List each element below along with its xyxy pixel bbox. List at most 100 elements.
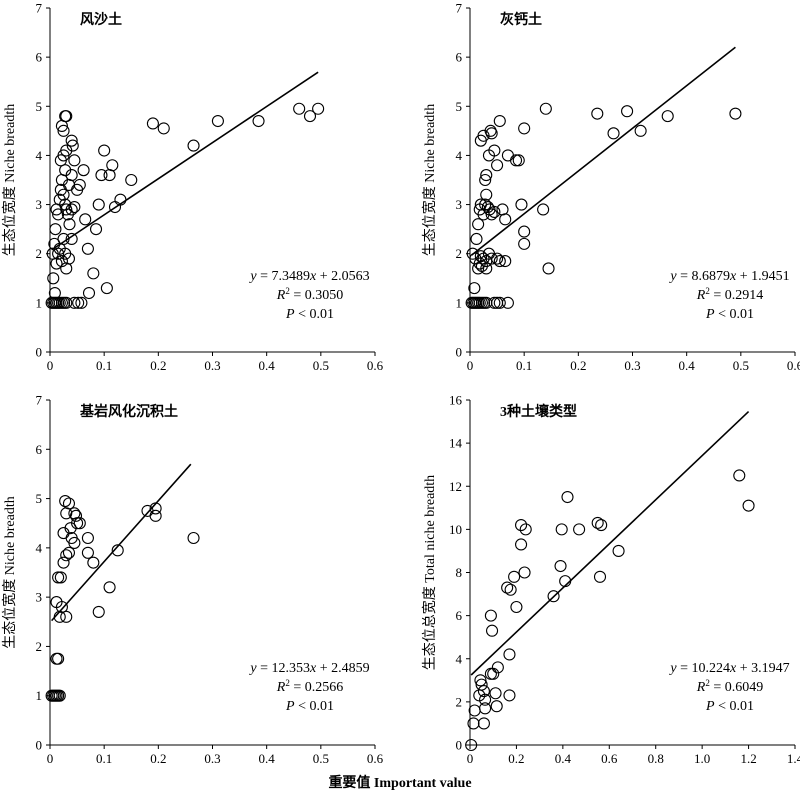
scatter-point bbox=[312, 102, 325, 115]
scatter-point bbox=[62, 252, 76, 265]
scatter-point bbox=[555, 523, 568, 536]
chart-title: 3种土壤类型 bbox=[500, 403, 577, 420]
scatter-point bbox=[591, 107, 604, 120]
scatter-point bbox=[591, 516, 604, 529]
scatter-point bbox=[293, 102, 306, 115]
p-value-label: P < 0.01 bbox=[285, 699, 334, 714]
y-tick-label: 6 bbox=[36, 442, 43, 457]
scatter-point bbox=[559, 575, 572, 588]
x-tick-label: 0.6 bbox=[367, 751, 384, 766]
regression-equation: y = 12.353x + 2.4859 bbox=[248, 661, 369, 676]
scatter-point bbox=[103, 581, 116, 594]
y-tick-label: 12 bbox=[449, 479, 462, 494]
scatter-point bbox=[499, 213, 512, 226]
scatter-point bbox=[95, 169, 108, 182]
scatter-point bbox=[504, 583, 517, 596]
y-tick-label: 2 bbox=[456, 694, 463, 709]
x-tick-label: 0.5 bbox=[313, 358, 329, 373]
scatter-point bbox=[491, 296, 504, 309]
scatter-point bbox=[539, 102, 552, 115]
regression-equation: y = 10.224x + 3.1947 bbox=[668, 661, 789, 676]
panel-jiyan: 0 0.1 0.2 0.3 0.4 0.5 0.6 0 1 2 3 4 5 6 7 生态位宽度 Niche b… bbox=[1, 393, 384, 767]
scatter-point bbox=[508, 570, 521, 583]
y-tick-label: 3 bbox=[36, 197, 43, 212]
scatter-point bbox=[486, 624, 499, 637]
scatter-point bbox=[211, 114, 224, 128]
scatter-point bbox=[60, 296, 73, 309]
scatter-point bbox=[81, 242, 94, 255]
scatter-point bbox=[467, 717, 480, 730]
scatter-point bbox=[573, 523, 586, 536]
scatter-point bbox=[485, 208, 498, 221]
scatter-point bbox=[303, 110, 317, 123]
scatter-point bbox=[607, 127, 620, 140]
scatter-point bbox=[484, 609, 497, 622]
scatter-point bbox=[510, 600, 523, 614]
scatter-point bbox=[77, 164, 90, 177]
scatter-point bbox=[493, 255, 506, 268]
y-tick-label: 1 bbox=[36, 295, 43, 310]
scatter-point bbox=[485, 252, 498, 265]
scatter-point bbox=[53, 610, 66, 623]
scatter-point bbox=[87, 267, 100, 280]
scatter-point bbox=[480, 262, 493, 275]
y-tick-label: 10 bbox=[449, 522, 462, 537]
scatter-point bbox=[68, 296, 81, 309]
scatter-point bbox=[472, 262, 485, 275]
scatter-point bbox=[503, 648, 516, 661]
scatter-point bbox=[157, 122, 170, 135]
y-axis-label: 生态位宽度 Niche breadth bbox=[421, 104, 438, 256]
scatter-point bbox=[491, 661, 504, 674]
y-tick-label: 3 bbox=[456, 197, 463, 212]
scatter-point bbox=[60, 610, 73, 623]
scatter-point bbox=[515, 538, 528, 551]
scatter-point bbox=[98, 144, 111, 157]
chart-title: 风沙土 bbox=[80, 11, 122, 28]
scatter-point bbox=[48, 237, 61, 250]
p-value-label: P < 0.01 bbox=[705, 307, 754, 322]
scatter-point bbox=[114, 193, 127, 206]
scatter-point bbox=[68, 200, 81, 214]
scatter-point bbox=[501, 581, 514, 594]
scatter-point bbox=[490, 700, 503, 713]
scatter-point bbox=[554, 559, 567, 573]
scatter-point bbox=[146, 117, 159, 130]
r-squared-label: R2 = 0.2566 bbox=[276, 678, 343, 695]
scatter-point bbox=[488, 205, 501, 218]
scatter-point bbox=[518, 225, 531, 238]
x-tick-label: 0.2 bbox=[150, 751, 166, 766]
scatter-point bbox=[477, 717, 490, 730]
scatter-point bbox=[59, 494, 72, 508]
y-axis-label: 生态位宽度 Niche breadth bbox=[1, 496, 18, 648]
x-tick-label: 0.6 bbox=[367, 358, 384, 373]
scatter-point bbox=[595, 519, 608, 532]
scatter-point bbox=[518, 566, 531, 579]
scatter-point bbox=[468, 704, 481, 717]
scatter-point bbox=[493, 114, 506, 128]
scatter-point bbox=[141, 504, 154, 517]
x-tick-label: 0.6 bbox=[787, 358, 800, 373]
panel-huigaitu: 0 0.1 0.2 0.3 0.4 0.5 0.6 0 1 2 3 4 5 6 7 生态位宽度 Niche b… bbox=[421, 1, 800, 374]
y-axis-label: 生态位宽度 Niche breadth bbox=[1, 104, 18, 256]
scatter-point bbox=[57, 188, 70, 201]
scatter-point bbox=[491, 159, 504, 172]
scatter-point bbox=[57, 124, 70, 137]
scatter-point bbox=[499, 255, 512, 268]
scatter-point bbox=[612, 544, 625, 557]
scatter-point bbox=[518, 237, 531, 250]
y-tick-label: 0 bbox=[36, 738, 43, 753]
scatter-point bbox=[100, 282, 113, 295]
scatter-point bbox=[547, 590, 560, 603]
y-tick-label: 1 bbox=[456, 295, 463, 310]
scatter-point bbox=[57, 556, 70, 569]
regression-line bbox=[471, 46, 736, 256]
scatter-point bbox=[634, 124, 647, 137]
scatter-point bbox=[503, 689, 516, 702]
y-tick-label: 2 bbox=[456, 246, 463, 261]
scatter-point bbox=[515, 519, 528, 532]
x-tick-label: 0.8 bbox=[648, 751, 664, 766]
x-tick-label: 0.5 bbox=[733, 358, 749, 373]
scatter-point bbox=[92, 198, 105, 211]
chart-title: 灰钙土 bbox=[500, 11, 542, 28]
regression-equation: y = 8.6879x + 1.9451 bbox=[668, 269, 789, 284]
